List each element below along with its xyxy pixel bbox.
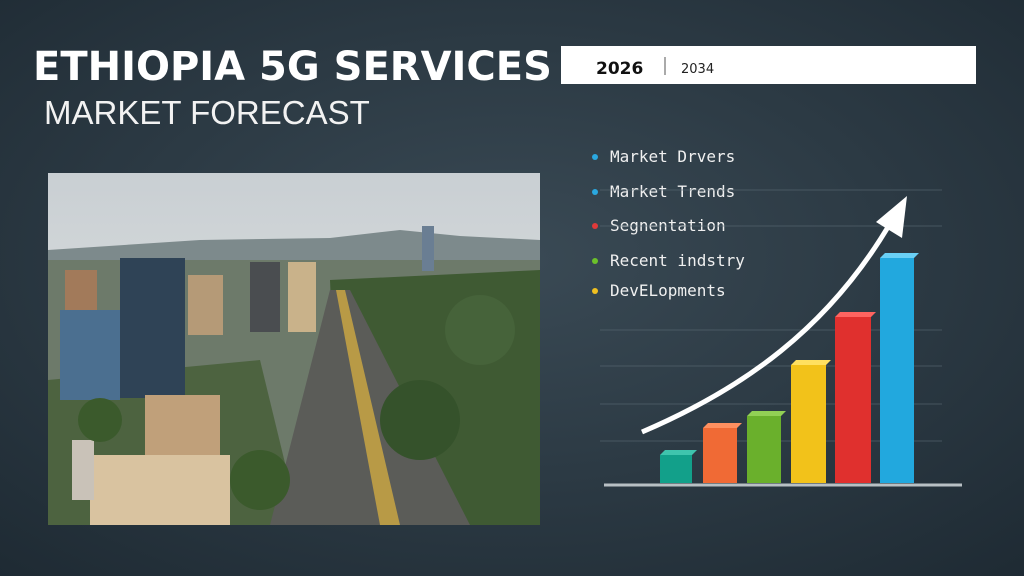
timeline-start: 2026 <box>596 59 643 79</box>
subtitle: MARKET FORECAST <box>44 94 370 131</box>
city-photo <box>48 173 540 525</box>
arrow-head <box>876 196 907 238</box>
bullet-text: Market Trends <box>610 182 735 201</box>
bullet-dot <box>592 288 598 294</box>
decorative-bars <box>660 253 919 483</box>
bullet-text: DevELopments <box>610 281 726 300</box>
title: ETHIOPIA 5G SERVICES <box>33 44 552 90</box>
bullet-text: Market Drvers <box>610 147 735 166</box>
bullet-dot <box>592 154 598 160</box>
timeline-bar <box>561 46 976 84</box>
bullet-dot <box>592 258 598 264</box>
growth-arrow <box>641 213 898 435</box>
bullet-dot <box>592 189 598 195</box>
bullet-text: Recent indstry <box>610 251 745 270</box>
timeline-end: 2034 <box>681 62 714 77</box>
bullet-dot <box>592 223 598 229</box>
